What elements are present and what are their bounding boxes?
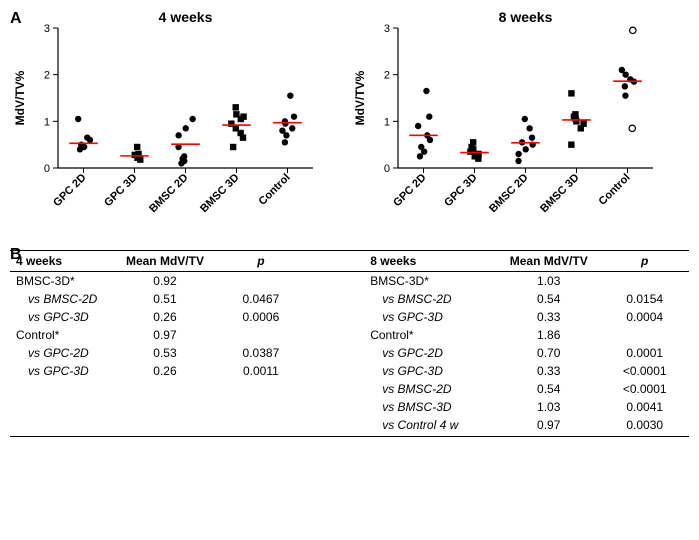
th-left-mean: Mean MdV/TV: [113, 251, 216, 272]
svg-text:1: 1: [44, 116, 50, 128]
table-row: vs GPC-2D0.530.0387vs GPC-2D0.700.0001: [10, 344, 689, 362]
svg-text:0: 0: [384, 163, 390, 175]
th-right-p: p: [600, 251, 689, 272]
svg-text:BMSC 3D: BMSC 3D: [538, 172, 582, 216]
table-row: Control*0.97Control*1.86: [10, 326, 689, 344]
chart-8weeks: 8 weeks 0 1 2 3 MdV/TV% GPC 2D GPC 3DBMSC 2DBMS…: [350, 10, 670, 235]
svg-text:MdV/TV%: MdV/TV%: [353, 70, 367, 125]
svg-text:BMSC 3D: BMSC 3D: [198, 172, 242, 216]
th-right-mean: Mean MdV/TV: [497, 251, 600, 272]
table-row: vs GPC-3D0.260.0006vs GPC-3D0.330.0004: [10, 308, 689, 326]
panel-b-wrap: B 4 weeks Mean MdV/TV p 8 weeks Mean MdV…: [10, 250, 689, 437]
svg-text:GPC 2D: GPC 2D: [391, 172, 428, 209]
chart-4weeks: 4 weeks 0 1 2 3 MdV/TV% GPC 2D GPC 3DBMSC 2DBMS…: [10, 10, 330, 235]
svg-text:4 weeks: 4 weeks: [159, 10, 213, 25]
svg-text:1: 1: [384, 116, 390, 128]
table-row: vs GPC-3D0.260.0011vs GPC-3D0.33<0.0001: [10, 362, 689, 380]
svg-text:GPC 3D: GPC 3D: [102, 172, 139, 209]
svg-text:3: 3: [384, 23, 390, 35]
table-row: vs BMSC-2D0.54<0.0001: [10, 380, 689, 398]
stats-body: BMSC-3D*0.92BMSC-3D*1.03vs BMSC-2D0.510.…: [10, 272, 689, 437]
table-row: vs BMSC-3D1.030.0041: [10, 398, 689, 416]
svg-text:0: 0: [44, 163, 50, 175]
svg-text:2: 2: [44, 70, 50, 82]
svg-text:3: 3: [44, 23, 50, 35]
svg-text:Control: Control: [596, 172, 632, 208]
stats-table: 4 weeks Mean MdV/TV p 8 weeks Mean MdV/T…: [10, 250, 689, 437]
table-row: vs BMSC-2D0.510.0467vs BMSC-2D0.540.0154: [10, 290, 689, 308]
svg-text:GPC 2D: GPC 2D: [51, 172, 88, 209]
table-row: vs Control 4 w0.970.0030: [10, 416, 689, 437]
svg-text:MdV/TV%: MdV/TV%: [13, 70, 27, 125]
svg-text:GPC 3D: GPC 3D: [442, 172, 479, 209]
svg-text:BMSC 2D: BMSC 2D: [147, 172, 191, 216]
th-right-group: 8 weeks: [364, 251, 497, 272]
svg-text:BMSC 2D: BMSC 2D: [487, 172, 531, 216]
chart-left-svg: 4 weeks 0 1 2 3 MdV/TV% GPC 2D GPC 3DBMSC 2DBMS…: [10, 10, 330, 230]
chart-right-svg: 8 weeks 0 1 2 3 MdV/TV% GPC 2D GPC 3DBMSC 2DBMS…: [350, 10, 670, 230]
svg-text:Control: Control: [256, 172, 292, 208]
table-header-row: 4 weeks Mean MdV/TV p 8 weeks Mean MdV/T…: [10, 251, 689, 272]
th-left-p: p: [217, 251, 306, 272]
panel-a-row: A 4 weeks0123MdV/TV%GPC 2DGPC 3DBMSC 2DB…: [10, 10, 689, 235]
th-left-group: 4 weeks: [10, 251, 113, 272]
svg-text:2: 2: [384, 70, 390, 82]
table-row: BMSC-3D*0.92BMSC-3D*1.03: [10, 272, 689, 291]
panel-b-label: B: [10, 246, 22, 264]
th-gap: [305, 251, 364, 272]
svg-text:8 weeks: 8 weeks: [499, 10, 553, 25]
